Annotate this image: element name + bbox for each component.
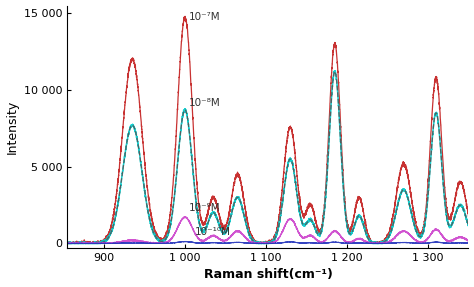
Text: 10⁻⁷M: 10⁻⁷M: [189, 12, 220, 22]
Text: 10⁻¹⁰M: 10⁻¹⁰M: [195, 226, 231, 236]
Text: 10⁻⁸M: 10⁻⁸M: [189, 98, 221, 108]
X-axis label: Raman shift(cm⁻¹): Raman shift(cm⁻¹): [203, 268, 332, 282]
Y-axis label: Intensity: Intensity: [6, 100, 18, 154]
Text: 10⁻⁹M: 10⁻⁹M: [189, 203, 220, 213]
